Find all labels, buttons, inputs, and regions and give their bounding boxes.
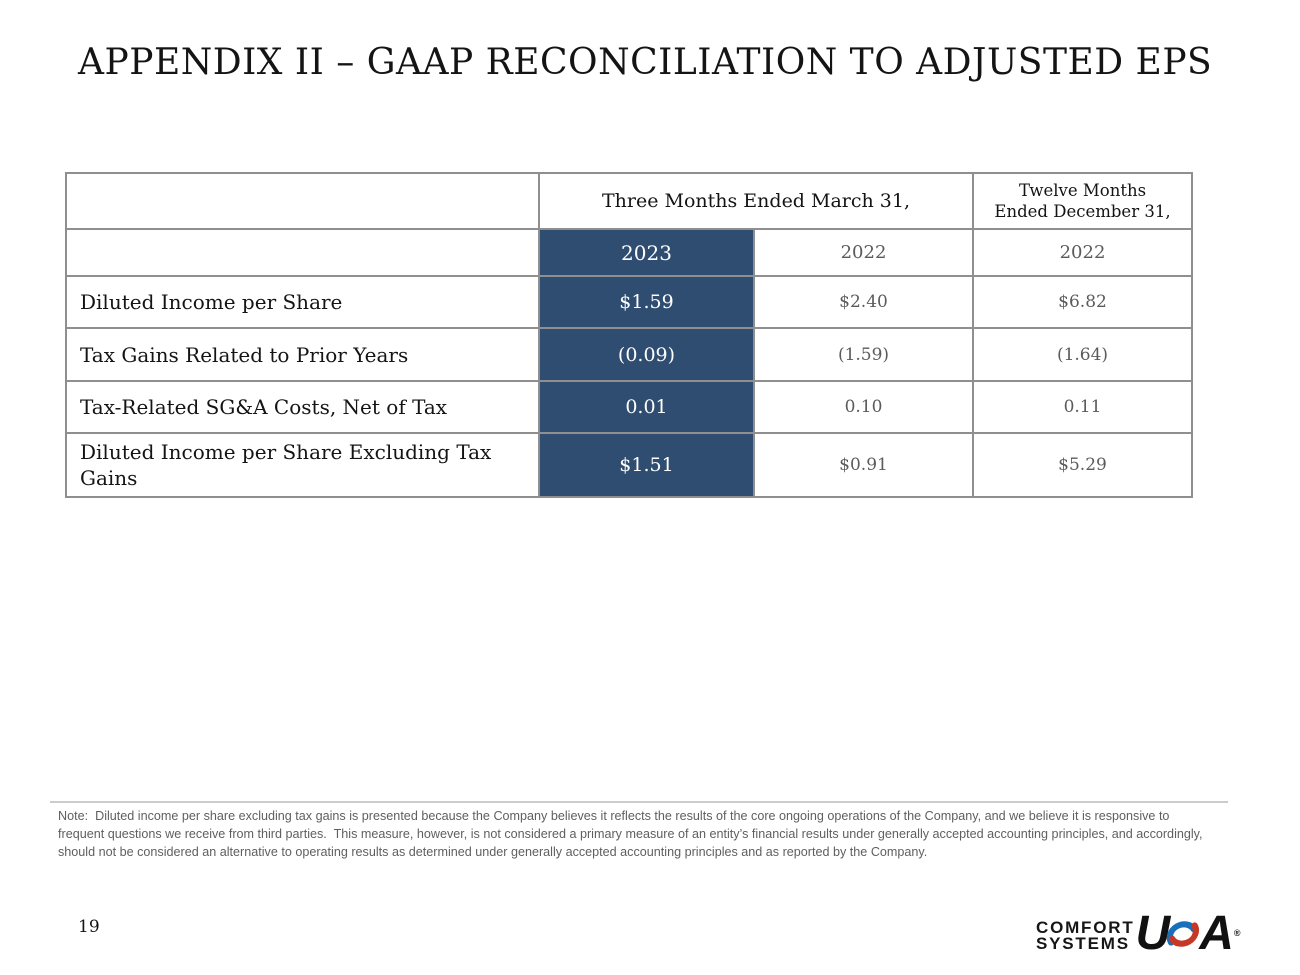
gaap-reconciliation-table: Three Months Ended March 31, Twelve Mont… (65, 172, 1193, 498)
row-label: Tax-Related SG&A Costs, Net of Tax (65, 380, 540, 434)
row-label: Diluted Income per Share Excluding Tax G… (65, 432, 540, 498)
year-header-2023: 2023 (538, 228, 755, 277)
usa-s-swoosh-icon (1167, 921, 1200, 947)
registered-trademark-symbol: ® (1233, 927, 1241, 938)
empty-cell (65, 228, 540, 277)
logo-word-systems: SYSTEMS (1036, 934, 1130, 953)
logo-word-comfort: COMFORT (1036, 918, 1135, 937)
row-label: Tax Gains Related to Prior Years (65, 327, 540, 382)
cell-2022-fy-value: 0.11 (972, 380, 1193, 434)
note-divider (50, 801, 1228, 803)
logo-usa-u: U (1135, 907, 1171, 960)
cell-2023-value: $1.51 (538, 432, 755, 498)
cell-2023-value: (0.09) (538, 327, 755, 382)
page-title: APPENDIX II – GAAP RECONCILIATION TO ADJ… (78, 42, 1213, 83)
year-header-2022-fy: 2022 (972, 228, 1193, 277)
table-row-diluted-income: Diluted Income per Share $1.59 $2.40 $6.… (65, 275, 1193, 329)
cell-2023-value: $1.59 (538, 275, 755, 329)
table-row-diluted-income-excl-tax: Diluted Income per Share Excluding Tax G… (65, 432, 1193, 498)
table-row-group-headers: Three Months Ended March 31, Twelve Mont… (65, 172, 1193, 230)
cell-2022-q1-value: 0.10 (753, 380, 974, 434)
table-row-years: 2023 2022 2022 (65, 228, 1193, 277)
page-number: 19 (78, 917, 100, 937)
cell-2022-q1-value: (1.59) (753, 327, 974, 382)
twelve-months-line2: Ended December 31, (994, 202, 1171, 221)
cell-2022-fy-value: $6.82 (972, 275, 1193, 329)
twelve-months-line1: Twelve Months (1018, 180, 1147, 200)
row-label: Diluted Income per Share (65, 275, 540, 329)
year-header-2022-q1: 2022 (753, 228, 974, 277)
cell-2022-fy-value: (1.64) (972, 327, 1193, 382)
logo-usa: U A ® (1135, 907, 1241, 960)
table-row-tax-gains: Tax Gains Related to Prior Years (0.09) … (65, 327, 1193, 382)
cell-2022-q1-value: $2.40 (753, 275, 974, 329)
logo-usa-a: A (1199, 907, 1234, 960)
cell-2022-q1-value: $0.91 (753, 432, 974, 498)
column-group-twelve-months: Twelve Months Ended December 31, (972, 172, 1193, 230)
table-row-sga-costs: Tax-Related SG&A Costs, Net of Tax 0.01 … (65, 380, 1193, 434)
logo-wordmark: COMFORT SYSTEMS (1036, 918, 1135, 953)
empty-cell (65, 172, 540, 230)
comfort-systems-usa-logo: COMFORT SYSTEMS U A ® (1036, 907, 1241, 960)
footnote: Note: Diluted income per share excluding… (58, 809, 1207, 859)
column-group-three-months: Three Months Ended March 31, (538, 172, 974, 230)
cell-2023-value: 0.01 (538, 380, 755, 434)
cell-2022-fy-value: $5.29 (972, 432, 1193, 498)
